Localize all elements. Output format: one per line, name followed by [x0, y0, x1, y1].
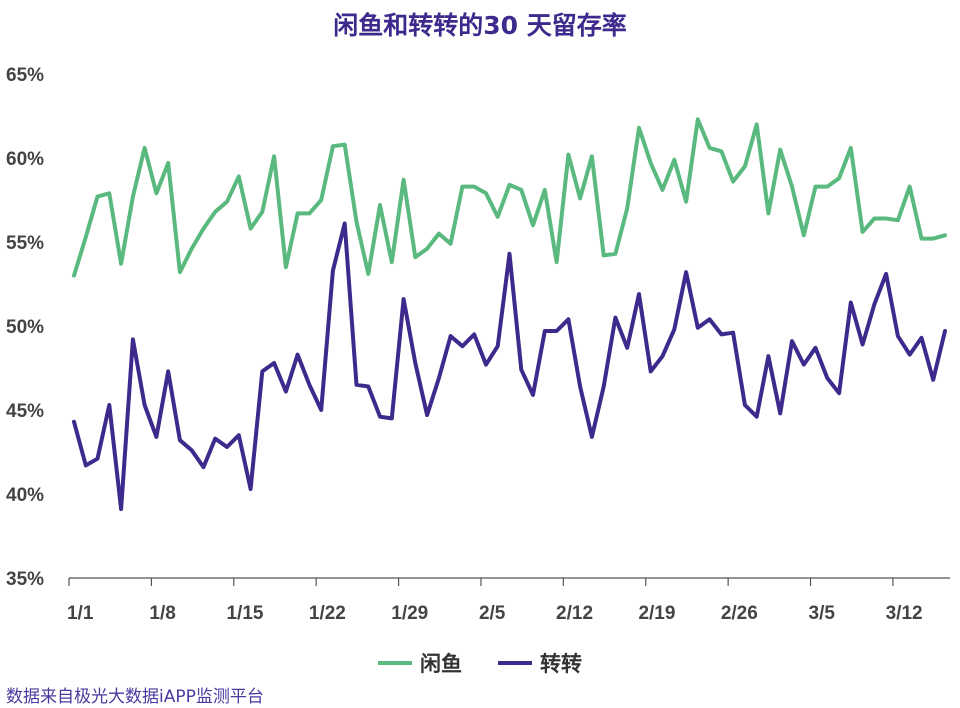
source-note: 数据来自极光大数据iAPP监测平台: [6, 687, 264, 707]
x-tick-label: 2/19: [638, 603, 675, 624]
y-tick-label: 60%: [6, 149, 44, 170]
x-tick-label: 2/5: [479, 603, 506, 624]
y-tick-label: 45%: [6, 401, 44, 422]
x-tick-label: 3/5: [809, 603, 836, 624]
legend-label-zhuanzhuan: 转转: [540, 652, 582, 676]
y-tick-label: 35%: [6, 569, 44, 590]
y-tick-label: 55%: [6, 233, 44, 254]
series-line-xianyu: [72, 117, 947, 278]
series-line-zhuanzhuan: [72, 221, 947, 512]
legend: 闲鱼 转转: [0, 648, 960, 678]
x-tick-label: 1/29: [391, 603, 428, 624]
x-tick-label: 1/8: [149, 603, 175, 624]
x-tick-label: 1/22: [309, 603, 346, 624]
y-tick-label: 50%: [6, 317, 44, 338]
chart-title: 闲鱼和转转的30 天留存率: [333, 11, 627, 40]
x-tick-label: 2/26: [721, 603, 758, 624]
line-chart: 35% 40% 45% 50% 55% 60% 65% 1/1 1/8 1/15 1/22 1/29…: [6, 65, 950, 624]
x-axis: 1/1 1/8 1/15 1/22 1/29 2/5 2/12 2/19 2/26 3/5 3/12: [67, 577, 950, 624]
legend-swatch-zhuanzhuan: [498, 661, 532, 665]
legend-item-zhuanzhuan: 转转: [498, 648, 582, 678]
series-layer: [72, 117, 947, 512]
y-tick-label: 65%: [6, 65, 44, 86]
legend-label-xianyu: 闲鱼: [420, 652, 462, 676]
x-tick-label: 2/12: [556, 603, 593, 624]
x-tick-label: 1/15: [226, 603, 263, 624]
legend-swatch-xianyu: [378, 661, 412, 665]
x-tick-label: 1/1: [67, 603, 94, 624]
legend-item-xianyu: 闲鱼: [378, 648, 462, 678]
x-tick-label: 3/12: [886, 603, 923, 624]
y-axis: 35% 40% 45% 50% 55% 60% 65%: [6, 65, 44, 590]
y-tick-label: 40%: [6, 485, 44, 506]
